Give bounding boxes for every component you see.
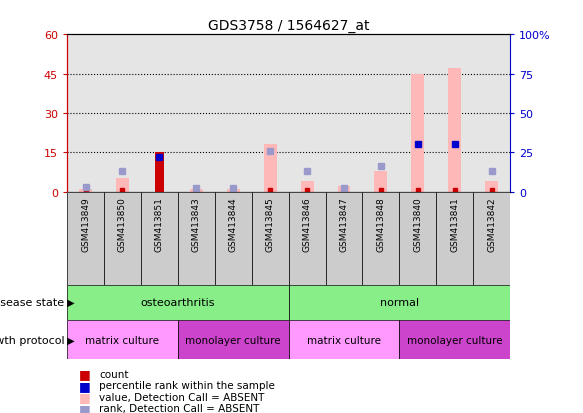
Text: GSM413848: GSM413848 [377, 197, 385, 251]
Bar [436, 35, 473, 192]
Text: GSM413849: GSM413849 [81, 197, 90, 251]
Bar [215, 35, 252, 192]
Bar [473, 192, 510, 285]
Bar [289, 35, 325, 192]
Bar [264, 145, 276, 192]
Text: GSM413841: GSM413841 [450, 197, 459, 251]
Bar [227, 190, 240, 192]
Bar [363, 192, 399, 285]
Bar [289, 192, 325, 285]
Bar [374, 171, 387, 192]
Bar [104, 192, 141, 285]
Text: growth protocol: growth protocol [0, 335, 64, 345]
Bar [363, 35, 399, 192]
Bar [252, 35, 289, 192]
Bar [215, 192, 252, 285]
Bar [338, 187, 350, 192]
Text: count: count [99, 369, 129, 379]
Bar [436, 192, 473, 285]
Title: GDS3758 / 1564627_at: GDS3758 / 1564627_at [208, 19, 370, 33]
Text: GSM413850: GSM413850 [118, 197, 127, 252]
Text: osteoarthritis: osteoarthritis [141, 297, 215, 308]
Bar [141, 35, 178, 192]
Text: ■: ■ [79, 379, 90, 392]
Bar [104, 35, 141, 192]
Text: ■: ■ [79, 390, 90, 404]
Bar [399, 35, 436, 192]
Bar [67, 192, 104, 285]
Bar [399, 192, 436, 285]
Bar [178, 192, 215, 285]
Bar [485, 182, 498, 192]
Text: ▶: ▶ [64, 335, 75, 345]
Bar [252, 192, 289, 285]
Text: monolayer culture: monolayer culture [407, 335, 503, 345]
Bar [412, 74, 424, 192]
Text: value, Detection Call = ABSENT: value, Detection Call = ABSENT [99, 392, 265, 402]
Bar [178, 320, 289, 359]
Bar [399, 320, 510, 359]
Bar [79, 190, 92, 192]
Text: disease state: disease state [0, 297, 64, 308]
Text: GSM413851: GSM413851 [155, 197, 164, 252]
Text: GSM413847: GSM413847 [339, 197, 349, 251]
Bar [67, 320, 178, 359]
Text: ■: ■ [79, 402, 90, 413]
Bar [301, 182, 314, 192]
Bar [67, 35, 104, 192]
Text: matrix culture: matrix culture [307, 335, 381, 345]
Text: normal: normal [380, 297, 419, 308]
Text: matrix culture: matrix culture [86, 335, 159, 345]
Text: GSM413840: GSM413840 [413, 197, 422, 251]
Bar [141, 192, 178, 285]
Text: percentile rank within the sample: percentile rank within the sample [99, 380, 275, 390]
Text: rank, Detection Call = ABSENT: rank, Detection Call = ABSENT [99, 404, 259, 413]
Bar [289, 320, 399, 359]
Text: ■: ■ [79, 367, 90, 380]
Text: GSM413845: GSM413845 [266, 197, 275, 251]
Bar [325, 35, 363, 192]
Text: GSM413842: GSM413842 [487, 197, 496, 251]
Bar [190, 190, 203, 192]
Text: GSM413844: GSM413844 [229, 197, 238, 251]
Bar [116, 179, 129, 192]
Bar [289, 285, 510, 320]
Text: GSM413843: GSM413843 [192, 197, 201, 251]
Bar [67, 285, 289, 320]
Bar [325, 192, 363, 285]
Bar [178, 35, 215, 192]
Bar [448, 69, 461, 192]
Text: monolayer culture: monolayer culture [185, 335, 281, 345]
Text: GSM413846: GSM413846 [303, 197, 311, 251]
Bar [473, 35, 510, 192]
Text: ▶: ▶ [64, 297, 75, 308]
Bar [154, 153, 164, 192]
